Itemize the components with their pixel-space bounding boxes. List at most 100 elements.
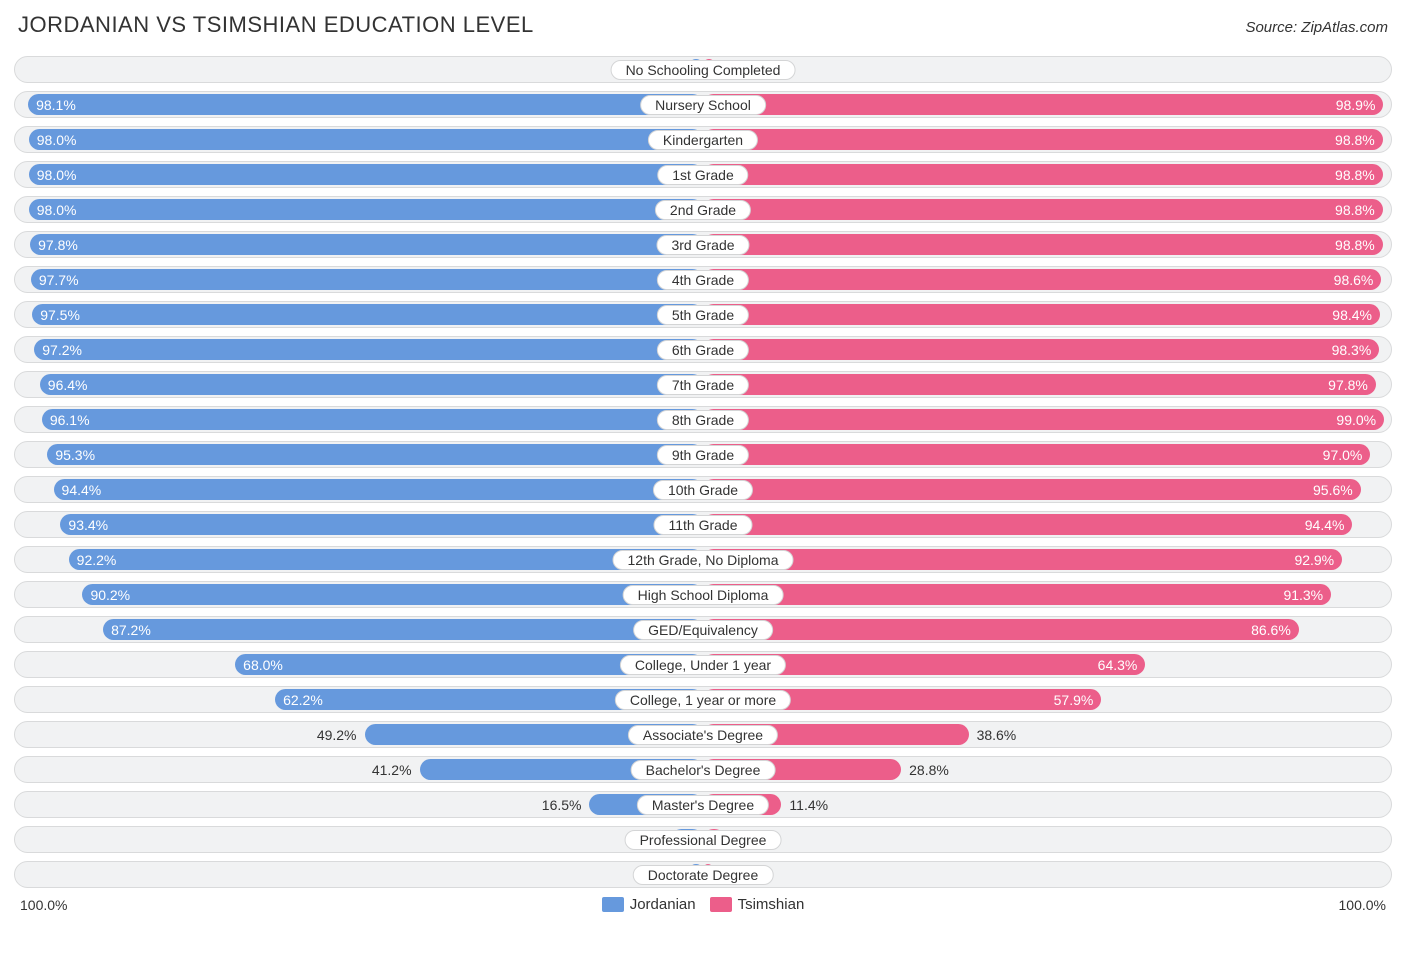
- category-label: Nursery School: [640, 95, 766, 115]
- bar-right: 94.4%: [703, 514, 1352, 535]
- bar-left: 98.0%: [29, 129, 703, 150]
- category-label: High School Diploma: [623, 585, 784, 605]
- bar-right: 98.3%: [703, 339, 1379, 360]
- category-label: 5th Grade: [657, 305, 749, 325]
- chart-row: 62.2%57.9%College, 1 year or more: [14, 686, 1392, 713]
- value-right: 98.8%: [1335, 202, 1375, 218]
- value-right: 97.8%: [1328, 377, 1368, 393]
- chart-row: 49.2% 38.6% Associate's Degree: [14, 721, 1392, 748]
- category-label: 7th Grade: [657, 375, 749, 395]
- bar-left: 98.0%: [29, 164, 703, 185]
- category-label: 3rd Grade: [656, 235, 749, 255]
- value-right: 64.3%: [1098, 657, 1138, 673]
- value-left: 41.2%: [372, 762, 412, 778]
- bar-left: 97.7%: [31, 269, 703, 290]
- value-right: 98.9%: [1336, 97, 1376, 113]
- chart-title: JORDANIAN VS TSIMSHIAN EDUCATION LEVEL: [18, 12, 534, 38]
- value-left: 98.1%: [36, 97, 76, 113]
- bar-right: 98.8%: [703, 199, 1383, 220]
- value-left: 92.2%: [77, 552, 117, 568]
- value-right: 99.0%: [1336, 412, 1376, 428]
- legend-label-left: Jordanian: [630, 896, 696, 913]
- chart-row: 87.2% 86.6% GED/Equivalency: [14, 616, 1392, 643]
- value-right: 38.6%: [977, 727, 1017, 743]
- bar-left: 97.2%: [34, 339, 703, 360]
- chart-header: JORDANIAN VS TSIMSHIAN EDUCATION LEVEL S…: [14, 12, 1392, 38]
- value-left: 96.4%: [48, 377, 88, 393]
- bar-left: 93.4%: [60, 514, 703, 535]
- chart-row: 97.2%98.3%6th Grade: [14, 336, 1392, 363]
- category-label: 11th Grade: [653, 515, 752, 535]
- value-right: 11.4%: [789, 797, 828, 813]
- category-label: GED/Equivalency: [633, 620, 773, 640]
- bar-left: 96.4%: [40, 374, 703, 395]
- bar-right: 98.4%: [703, 304, 1380, 325]
- chart-row: 93.4% 94.4%11th Grade: [14, 511, 1392, 538]
- bar-right: 98.9%: [703, 94, 1383, 115]
- category-label: 10th Grade: [653, 480, 753, 500]
- category-label: 2nd Grade: [655, 200, 751, 220]
- bar-left: 90.2%: [82, 584, 703, 605]
- value-left: 97.8%: [38, 237, 78, 253]
- legend-label-right: Tsimshian: [738, 896, 805, 913]
- category-label: 9th Grade: [657, 445, 749, 465]
- value-left: 95.3%: [55, 447, 95, 463]
- value-left: 96.1%: [50, 412, 90, 428]
- legend-swatch-right: [710, 897, 732, 912]
- chart-row: 97.8% 98.8% 3rd Grade: [14, 231, 1392, 258]
- chart-source: Source: ZipAtlas.com: [1245, 19, 1388, 36]
- bar-right: 99.0%: [703, 409, 1384, 430]
- chart-row: 68.0% 64.3% College, Under 1 year: [14, 651, 1392, 678]
- value-left: 97.7%: [39, 272, 79, 288]
- value-right: 98.3%: [1332, 342, 1372, 358]
- value-left: 90.2%: [90, 587, 130, 603]
- bar-right: 98.8%: [703, 129, 1383, 150]
- bar-right: 97.0%: [703, 444, 1370, 465]
- axis-label-right: 100.0%: [1339, 897, 1386, 913]
- category-label: Professional Degree: [625, 830, 782, 850]
- value-left: 98.0%: [37, 132, 77, 148]
- category-label: No Schooling Completed: [611, 60, 796, 80]
- value-left: 93.4%: [68, 517, 108, 533]
- category-label: College, Under 1 year: [620, 655, 786, 675]
- chart-row: 4.7%3.2%Professional Degree: [14, 826, 1392, 853]
- bar-left: 98.0%: [29, 199, 703, 220]
- bar-left: 94.4%: [54, 479, 703, 500]
- bar-left: 98.1%: [28, 94, 703, 115]
- category-label: Master's Degree: [637, 795, 769, 815]
- category-label: Kindergarten: [648, 130, 758, 150]
- category-label: 12th Grade, No Diploma: [613, 550, 794, 570]
- chart-row: 98.0% 98.8% Kindergarten: [14, 126, 1392, 153]
- chart-row: 98.0% 98.8% 2nd Grade: [14, 196, 1392, 223]
- category-label: 1st Grade: [657, 165, 748, 185]
- category-label: College, 1 year or more: [615, 690, 791, 710]
- category-label: 4th Grade: [657, 270, 749, 290]
- value-right: 98.8%: [1335, 132, 1375, 148]
- value-left: 94.4%: [62, 482, 102, 498]
- value-left: 68.0%: [243, 657, 283, 673]
- category-label: Associate's Degree: [628, 725, 778, 745]
- value-right: 91.3%: [1283, 587, 1323, 603]
- bar-left: 92.2%: [69, 549, 703, 570]
- legend: Jordanian Tsimshian: [67, 896, 1338, 913]
- axis-label-left: 100.0%: [20, 897, 67, 913]
- category-label: Doctorate Degree: [633, 865, 774, 885]
- bar-left: 87.2%: [103, 619, 703, 640]
- chart-row: 95.3% 97.0%9th Grade: [14, 441, 1392, 468]
- bar-left: 95.3%: [47, 444, 703, 465]
- value-right: 57.9%: [1054, 692, 1094, 708]
- value-left: 98.0%: [37, 202, 77, 218]
- bar-right: 98.8%: [703, 164, 1383, 185]
- bar-right: 92.9%: [703, 549, 1342, 570]
- bar-right: 98.8%: [703, 234, 1383, 255]
- chart-row: 96.4% 97.8% 7th Grade: [14, 371, 1392, 398]
- value-right: 98.6%: [1334, 272, 1374, 288]
- value-left: 49.2%: [317, 727, 357, 743]
- chart-row: 2.0%1.4%Doctorate Degree: [14, 861, 1392, 888]
- value-right: 86.6%: [1251, 622, 1291, 638]
- mirror-bar-chart: 2.0%1.7%No Schooling Completed98.1%98.9%…: [14, 56, 1392, 888]
- bar-left: 97.5%: [32, 304, 703, 325]
- value-right: 98.8%: [1335, 237, 1375, 253]
- legend-item-left: Jordanian: [602, 896, 696, 913]
- bar-right: 98.6%: [703, 269, 1381, 290]
